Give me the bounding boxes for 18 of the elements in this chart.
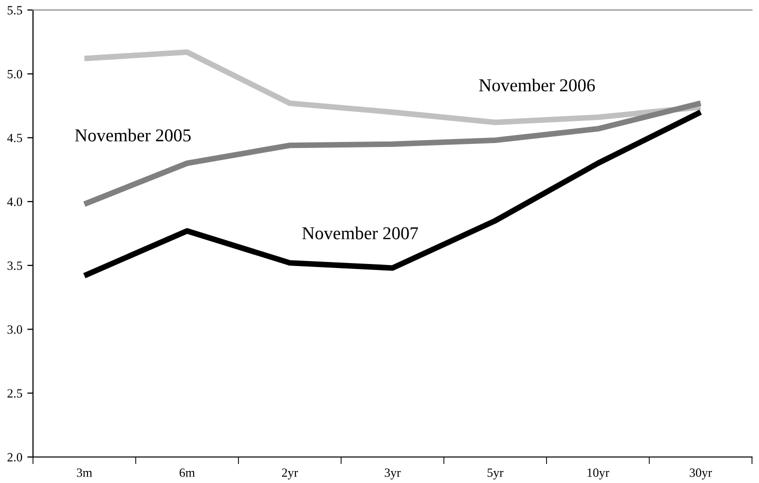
series-label: November 2007 <box>302 226 418 240</box>
x-tick-label: 5yr <box>488 468 504 480</box>
x-tick-label: 6m <box>180 468 195 477</box>
y-tick-label: 3.5 <box>8 261 22 270</box>
y-tick-label: 2.5 <box>8 389 22 398</box>
x-tick-label: 30yr <box>690 468 712 480</box>
y-tick-label: 5.0 <box>8 70 22 78</box>
y-tick-label: 4.5 <box>7 134 22 142</box>
y-tick-label: 2.0 <box>8 453 22 462</box>
y-tick-label: 4.0 <box>7 198 22 206</box>
x-tick-label: 3yr <box>384 468 401 480</box>
series-label: November 2006 <box>479 78 595 92</box>
x-tick-label: 2yr <box>282 468 298 480</box>
x-tick-label: 3m <box>76 468 92 477</box>
series-label: November 2005 <box>75 128 191 142</box>
x-tick-label: 10yr <box>588 468 610 480</box>
y-tick-label: 5.5 <box>8 6 22 15</box>
y-tick-label: 3.0 <box>8 325 22 334</box>
